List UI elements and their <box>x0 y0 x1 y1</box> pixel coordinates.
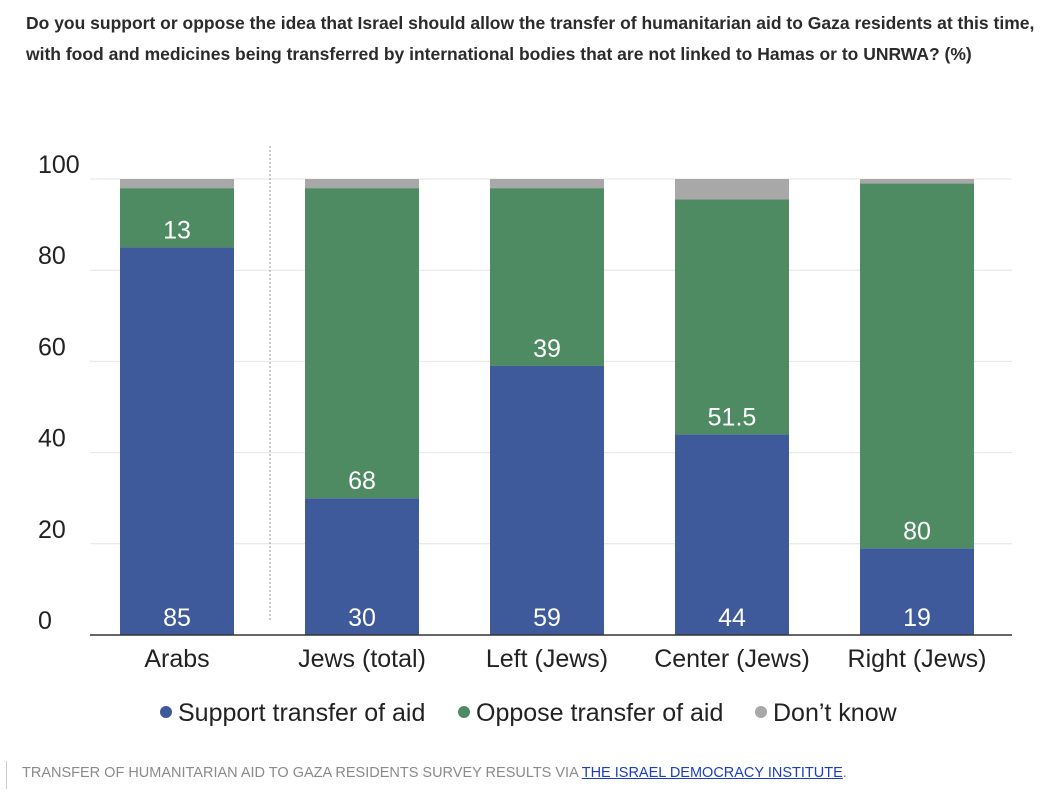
legend-label-don-t-know: Don’t know <box>773 699 898 727</box>
data-label-support-right-jews: 19 <box>903 604 931 632</box>
caption-text-block: TRANSFER OF HUMANITARIAN AID TO GAZA RES… <box>22 765 847 781</box>
caption-divider <box>6 761 7 789</box>
legend-label-oppose-transfer-of-aid: Oppose transfer of aid <box>476 699 723 727</box>
legend-marker-oppose-transfer-of-aid <box>458 706 470 718</box>
bar-don-t-know-left-jews <box>490 179 604 189</box>
legend-label-support-transfer-of-aid: Support transfer of aid <box>178 699 425 727</box>
x-tick-label-right-jews: Right (Jews) <box>848 645 987 673</box>
x-tick-label-center-jews: Center (Jews) <box>654 645 810 673</box>
bar-oppose-transfer-of-aid-arabs <box>120 188 234 248</box>
bar-don-t-know-center-jews <box>675 179 789 200</box>
x-tick-label-jews-total: Jews (total) <box>298 645 426 673</box>
bar-don-t-know-arabs <box>120 179 234 189</box>
data-label-oppose-arabs: 13 <box>163 216 191 244</box>
bar-support-transfer-of-aid-left-jews <box>490 365 604 635</box>
bar-oppose-transfer-of-aid-jews-total <box>305 188 419 499</box>
legend-marker-don-t-know <box>755 706 767 718</box>
y-tick-label-20: 20 <box>38 516 66 544</box>
data-label-oppose-left-jews: 39 <box>533 335 561 363</box>
bar-support-transfer-of-aid-right-jews <box>860 548 974 635</box>
data-label-support-center-jews: 44 <box>718 604 746 632</box>
y-tick-label-60: 60 <box>38 333 66 361</box>
data-label-support-left-jews: 59 <box>533 604 561 632</box>
x-tick-label-arabs: Arabs <box>144 645 209 673</box>
bar-support-transfer-of-aid-jews-total <box>305 498 419 635</box>
data-label-support-jews-total: 30 <box>348 604 376 632</box>
data-label-support-arabs: 85 <box>163 604 191 632</box>
source-caption: TRANSFER OF HUMANITARIAN AID TO GAZA RES… <box>0 757 1052 791</box>
stacked-bar-chart: 0 20 40 60 80 100 85 13 30 68 59 39 44 51.5 19 80 Arabs J… <box>38 146 1012 727</box>
bar-oppose-transfer-of-aid-center-jews <box>675 199 789 435</box>
bar-oppose-transfer-of-aid-right-jews <box>860 183 974 549</box>
bar-support-transfer-of-aid-arabs <box>120 247 234 635</box>
chart-title: Do you support or oppose the idea that I… <box>26 13 1035 64</box>
caption-text: TRANSFER OF HUMANITARIAN AID TO GAZA RES… <box>22 765 582 781</box>
y-tick-label-100: 100 <box>38 151 80 179</box>
y-tick-label-80: 80 <box>38 242 66 270</box>
data-label-oppose-jews-total: 68 <box>348 467 376 495</box>
x-tick-label-left-jews: Left (Jews) <box>486 645 608 673</box>
legend-marker-support-transfer-of-aid <box>160 706 172 718</box>
bar-oppose-transfer-of-aid-left-jews <box>490 188 604 366</box>
y-tick-label-40: 40 <box>38 425 66 453</box>
bar-support-transfer-of-aid-center-jews <box>675 434 789 635</box>
data-label-oppose-right-jews: 80 <box>903 517 931 545</box>
caption-end: . <box>842 765 847 781</box>
y-tick-label-0: 0 <box>38 607 52 635</box>
source-link[interactable]: THE ISRAEL DEMOCRACY INSTITUTE <box>581 765 843 781</box>
bar-don-t-know-jews-total <box>305 179 419 189</box>
data-label-oppose-center-jews: 51.5 <box>708 403 757 431</box>
bar-don-t-know-right-jews <box>860 179 974 184</box>
